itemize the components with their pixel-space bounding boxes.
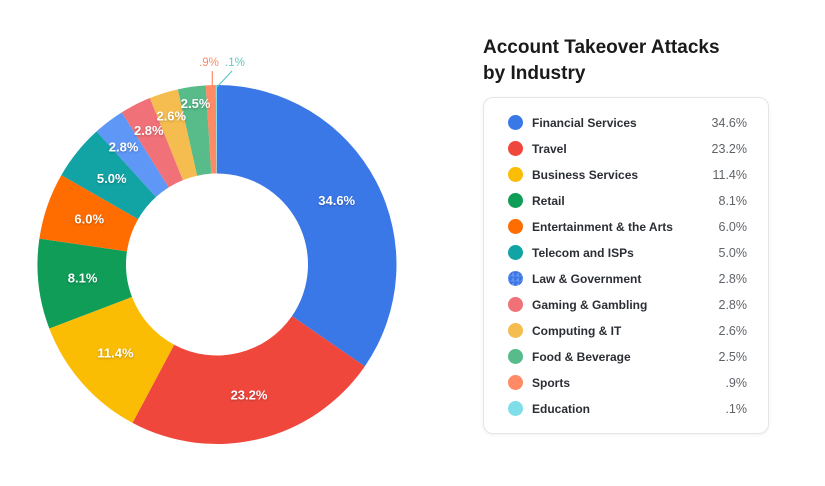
svg-text:5.0%: 5.0% (97, 171, 127, 186)
svg-text:.1%: .1% (225, 57, 245, 69)
svg-text:11.4%: 11.4% (97, 345, 134, 360)
svg-text:2.5%: 2.5% (181, 96, 211, 111)
svg-text:34.6%: 34.6% (318, 193, 355, 208)
svg-text:6.0%: 6.0% (74, 212, 104, 227)
svg-text:23.2%: 23.2% (231, 387, 268, 402)
svg-text:8.1%: 8.1% (68, 271, 98, 286)
svg-text:2.8%: 2.8% (109, 140, 139, 155)
svg-text:2.8%: 2.8% (134, 123, 164, 138)
svg-text:.9%: .9% (199, 57, 219, 69)
